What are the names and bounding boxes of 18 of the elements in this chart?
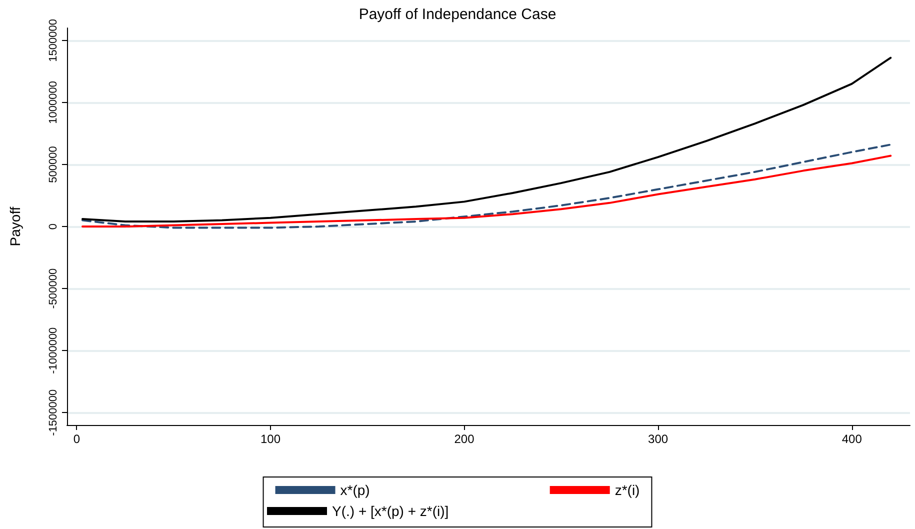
x-tick-label: 0 (73, 432, 80, 446)
x-tick-label: 300 (648, 432, 668, 446)
x-tick-label: 200 (454, 432, 475, 446)
y-tick-label: 1000000 (48, 81, 60, 124)
y-tick-label: 1500000 (48, 18, 60, 62)
legend-label: z*(i) (614, 482, 640, 498)
line-series (82, 56, 892, 223)
legend-label: x*(p) (340, 482, 370, 498)
x-tick-label: 400 (842, 432, 862, 446)
y-tick-label: -1500000 (48, 389, 60, 436)
y-axis-title: Payoff (7, 206, 23, 246)
y-tick-label: 0 (48, 223, 60, 230)
chart-title: Payoff of Independance Case (358, 6, 556, 23)
x-tick-label: 100 (260, 432, 281, 446)
y-tick-label: -500000 (48, 268, 60, 309)
legend-label: Y(.) + [x*(p) + z*(i)] (332, 503, 449, 519)
y-tick-label: -1000000 (48, 327, 60, 374)
y-tick-label: 500000 (48, 146, 60, 183)
